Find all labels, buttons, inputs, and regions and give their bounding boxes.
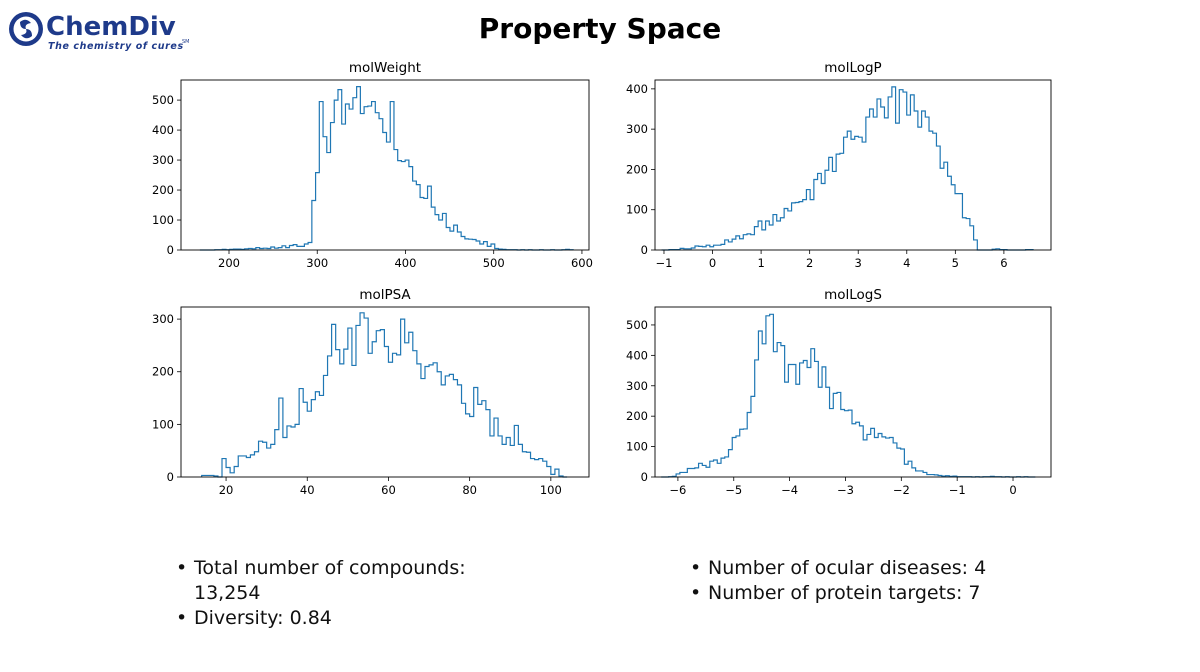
- bullet-label: Total number of compounds:: [194, 557, 466, 579]
- y-tick-label: 400: [626, 348, 648, 362]
- x-tick-label: 500: [483, 256, 505, 270]
- x-tick-label: 4: [903, 256, 910, 270]
- axes-frame: [180, 306, 590, 478]
- svg-text:SM: SM: [182, 39, 190, 45]
- bullet-label: Diversity: 0.84: [194, 607, 332, 629]
- y-tick-label: 200: [152, 183, 174, 197]
- y-tick-label: 200: [152, 365, 174, 379]
- x-tick-label: −2: [893, 483, 910, 497]
- x-tick-label: 1: [757, 256, 764, 270]
- bullet-item: Total number of compounds:: [176, 556, 506, 581]
- x-tick-label: 6: [1000, 256, 1007, 270]
- histogram-molLogP: molLogP −1 0 1 2 3 4 5 6 0 100 200 300 400: [626, 60, 1052, 270]
- y-tick-label: 300: [626, 122, 648, 136]
- bullet-item: Number of protein targets: 7: [690, 581, 1090, 606]
- bullet-list-right: Number of ocular diseases: 4 Number of p…: [690, 556, 1090, 606]
- y-tick-label: 400: [152, 123, 174, 137]
- page-title: Property Space: [478, 12, 722, 45]
- y-tick-label: 100: [152, 417, 174, 431]
- x-tick-label: 100: [540, 483, 562, 497]
- axes-frame: [654, 79, 1052, 251]
- y-tick-label: 300: [152, 312, 174, 326]
- x-tick-label: 60: [381, 483, 396, 497]
- x-tick-label: 0: [709, 256, 716, 270]
- histogram-step-line: [661, 313, 1036, 478]
- x-tick-label: −5: [725, 483, 742, 497]
- y-tick-label: 500: [626, 318, 648, 332]
- histogram-step-line: [661, 86, 1034, 251]
- chart-title: molWeight: [349, 60, 421, 76]
- x-tick-label: 0: [1009, 483, 1016, 497]
- y-tick-label: 100: [626, 203, 648, 217]
- x-tick-label: −4: [781, 483, 798, 497]
- bullet-label: Number of ocular diseases: 4: [708, 557, 987, 579]
- chart-title: molLogP: [824, 60, 881, 76]
- bullet-value: 13,254: [194, 582, 261, 604]
- histogram-molLogS: molLogS −6 −5 −4 −3 −2 −1 0 0 100 200 300 400 500: [626, 287, 1052, 497]
- y-tick-label: 0: [167, 243, 174, 257]
- x-tick-label: 20: [219, 483, 234, 497]
- x-tick-label: 200: [218, 256, 240, 270]
- x-tick-label: 600: [571, 256, 593, 270]
- histogram-step-line: [199, 85, 574, 251]
- x-tick-label: −1: [949, 483, 966, 497]
- svg-text:The chemistry of cures: The chemistry of cures: [48, 41, 184, 52]
- x-tick-label: −3: [837, 483, 854, 497]
- x-tick-label: 300: [306, 256, 328, 270]
- y-tick-label: 0: [167, 470, 174, 484]
- x-tick-label: −1: [656, 256, 673, 270]
- axes-frame: [654, 306, 1052, 478]
- y-tick-label: 100: [152, 213, 174, 227]
- bullet-list-left: Total number of compounds: 13,254 Divers…: [176, 556, 506, 631]
- y-tick-label: 300: [152, 153, 174, 167]
- x-tick-label: 5: [952, 256, 959, 270]
- axes-frame: [180, 79, 590, 251]
- y-tick-label: 200: [626, 162, 648, 176]
- svg-text:ChemDiv: ChemDiv: [46, 12, 176, 42]
- bullet-label: Number of protein targets: 7: [708, 582, 981, 604]
- x-tick-label: 40: [300, 483, 315, 497]
- y-tick-label: 100: [626, 440, 648, 454]
- y-tick-label: 300: [626, 379, 648, 393]
- y-tick-label: 0: [641, 243, 648, 257]
- x-tick-label: 3: [855, 256, 862, 270]
- x-tick-label: 2: [806, 256, 813, 270]
- histogram-step-line: [201, 312, 568, 478]
- histogram-molWeight: molWeight 200 300 400 500 600 0 100 200 300 400 500: [152, 60, 593, 270]
- y-tick-label: 400: [626, 82, 648, 96]
- histogram-molPSA: molPSA 20 40 60 80 100 0 100 200 300: [152, 287, 590, 497]
- x-tick-label: 400: [394, 256, 416, 270]
- chart-title: molPSA: [359, 287, 411, 303]
- y-tick-label: 200: [626, 409, 648, 423]
- y-tick-label: 0: [641, 470, 648, 484]
- y-tick-label: 500: [152, 93, 174, 107]
- x-tick-label: 80: [462, 483, 477, 497]
- chart-title: molLogS: [824, 287, 882, 303]
- chemdiv-logo: ChemDiv The chemistry of cures SM: [9, 12, 190, 52]
- x-tick-label: −6: [669, 483, 686, 497]
- bullet-item: Diversity: 0.84: [176, 606, 506, 631]
- bullet-item: Number of ocular diseases: 4: [690, 556, 1090, 581]
